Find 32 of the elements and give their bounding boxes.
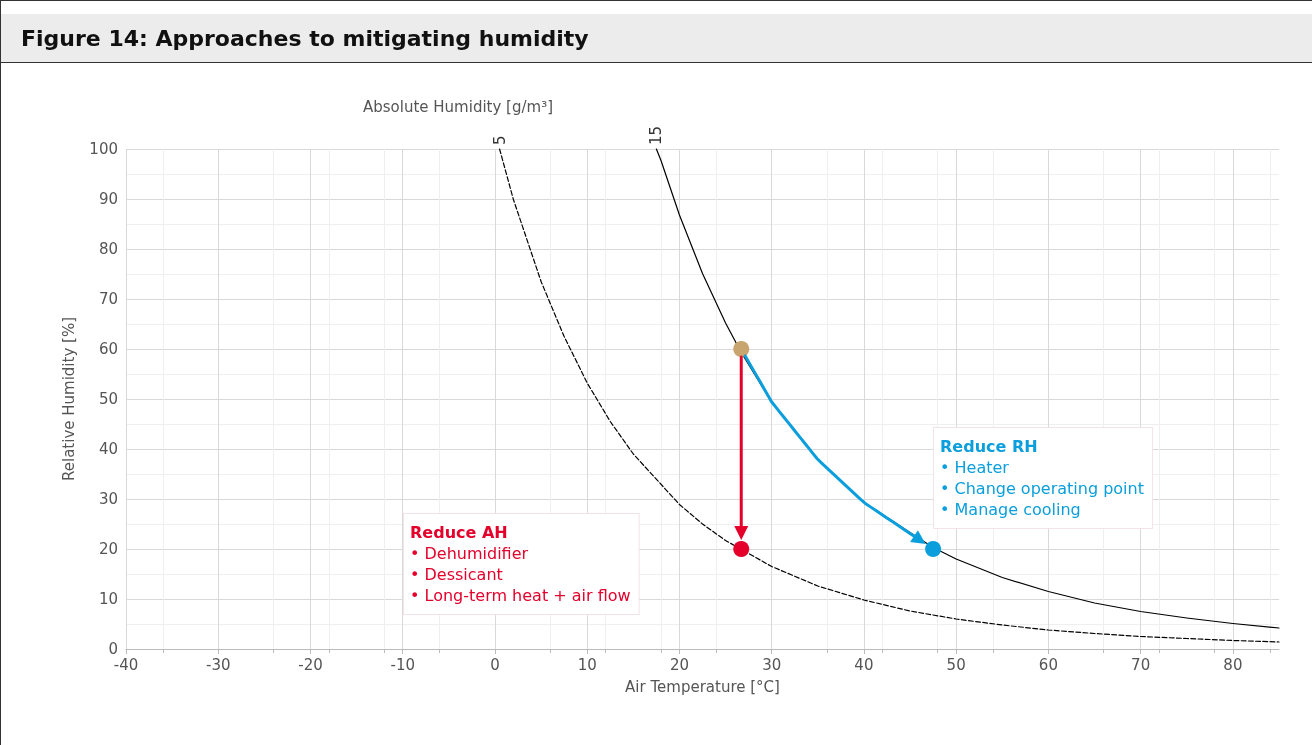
y-tick-label: 100 (89, 140, 118, 158)
x-axis-title: Air Temperature [°C] (625, 677, 780, 696)
y-tick-label: 60 (98, 340, 118, 358)
x-tick-label: -30 (205, 655, 231, 674)
x-tick-label: 20 (669, 655, 689, 674)
y-tick-label: 40 (98, 440, 118, 458)
y-tick-label: 30 (98, 490, 118, 508)
x-tick-label: 70 (1131, 655, 1151, 674)
chart-title: Figure 14: Approaches to mitigating humidity (1, 14, 1312, 63)
x-tick-label: -10 (390, 655, 415, 674)
x-tick-label: 60 (1038, 655, 1058, 674)
y-tick-label: 10 (98, 590, 118, 608)
y-tick-label: 50 (98, 390, 118, 408)
x-tick-label: 10 (577, 655, 597, 674)
legend-title: Absolute Humidity [g/m³] (363, 97, 554, 116)
y-axis-title: Relative Humidity [%] (59, 317, 78, 481)
y-tick-label: 20 (98, 540, 118, 558)
x-tick-label: 80 (1223, 655, 1243, 674)
x-tick-label: 40 (854, 655, 874, 674)
x-tick-label: -40 (113, 655, 139, 674)
text: 5 (490, 135, 509, 145)
annotation: Reduce RH • Heater • Change operating point • Manage cooling (940, 437, 1144, 519)
text: 15 (647, 125, 666, 145)
y-tick-label: 80 (98, 240, 118, 258)
y-tick-label: 0 (108, 640, 118, 658)
annotation: Reduce AH • Dehumidifier • Dessicant • Long-term heat + air flow (410, 523, 631, 605)
x-tick-label: 0 (490, 655, 500, 674)
y-tick-label: 90 (98, 190, 118, 208)
x-tick-label: 50 (946, 655, 966, 674)
x-tick-label: 30 (762, 655, 782, 674)
y-tick-label: 70 (98, 290, 118, 308)
x-tick-label: -20 (298, 655, 323, 674)
